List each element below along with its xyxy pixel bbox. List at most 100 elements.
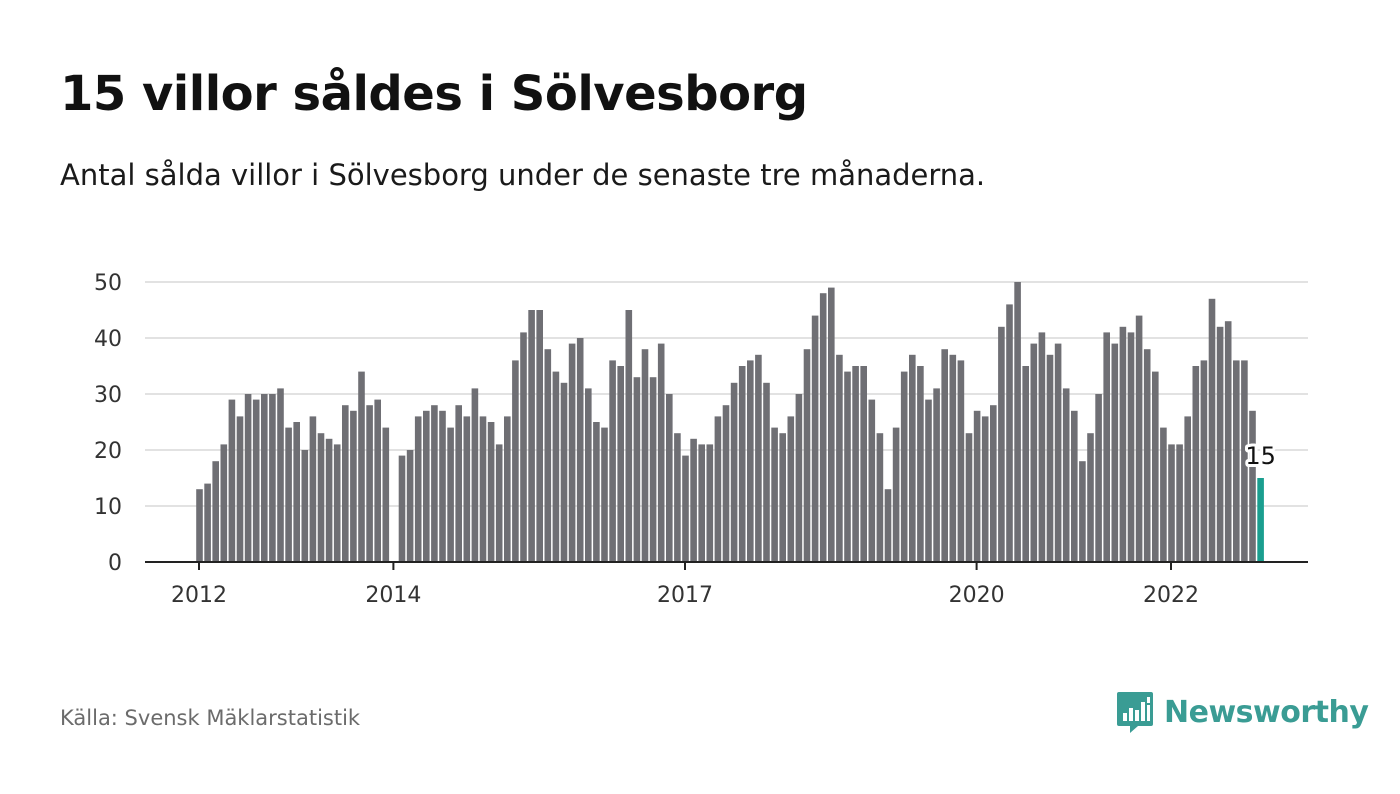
- y-tick-label: 20: [94, 439, 122, 464]
- bar: [682, 455, 689, 562]
- bar: [609, 360, 616, 562]
- bar: [779, 433, 786, 562]
- bar: [1119, 326, 1127, 562]
- bar: [333, 444, 341, 562]
- bar: [261, 394, 268, 562]
- bar: [309, 416, 317, 562]
- x-tick-label: 2022: [1143, 583, 1199, 608]
- bar: [439, 410, 446, 562]
- bar: [350, 410, 357, 562]
- bar: [293, 422, 300, 562]
- bar: [836, 354, 843, 562]
- bar: [641, 349, 649, 562]
- bar: [747, 360, 754, 562]
- bar: [1143, 349, 1151, 562]
- bar: [414, 416, 422, 562]
- bar: [1079, 461, 1086, 562]
- bar: [649, 377, 657, 562]
- bar: [366, 405, 373, 562]
- bar: [374, 399, 381, 562]
- bar: [1208, 298, 1216, 562]
- bar: [998, 326, 1005, 562]
- bar: [844, 371, 851, 562]
- bar: [504, 416, 511, 562]
- bar: [771, 427, 778, 562]
- bar: [1038, 332, 1046, 562]
- bar: [1192, 366, 1200, 562]
- bar: [252, 399, 260, 562]
- bar: [990, 405, 997, 562]
- bar: [884, 489, 892, 562]
- bar: [1103, 332, 1110, 562]
- bar: [625, 310, 633, 562]
- bar: [828, 287, 835, 562]
- bar: [593, 422, 600, 562]
- bar: [714, 416, 722, 562]
- bar: [941, 349, 948, 562]
- bar: [301, 450, 309, 562]
- bar: [1006, 304, 1013, 562]
- bar: [617, 366, 624, 562]
- bar: [317, 433, 325, 562]
- bar: [1054, 343, 1062, 562]
- bar: [512, 360, 519, 562]
- chart-title: 15 villor såldes i Sölvesborg: [60, 66, 808, 122]
- y-tick-label: 50: [94, 271, 122, 296]
- x-tick-label: 2014: [365, 583, 421, 608]
- y-tick-label: 10: [94, 495, 122, 520]
- bar: [471, 388, 479, 562]
- bar: [431, 405, 438, 562]
- bar: [1062, 388, 1070, 562]
- bar: [398, 455, 406, 562]
- brand-name: Newsworthy: [1164, 694, 1369, 730]
- bar: [933, 388, 940, 562]
- bar: [228, 399, 236, 562]
- bar: [957, 360, 965, 562]
- bar: [285, 427, 292, 562]
- bar-chart: 0 10 20 30 40 50 2012 2014 2017 2020 2022 15: [94, 271, 1308, 608]
- chart-subtitle: Antal sålda villor i Sölvesborg under de…: [60, 158, 986, 192]
- y-axis-ticks: 0 10 20 30 40 50: [94, 271, 122, 576]
- bar: [1241, 360, 1248, 562]
- bar: [1135, 315, 1143, 562]
- bar: [463, 416, 471, 562]
- newsworthy-logo-icon: [1117, 692, 1153, 733]
- bar: [1030, 343, 1038, 562]
- bar: [698, 444, 705, 562]
- bar: [1046, 354, 1054, 562]
- bar: [528, 310, 535, 562]
- bar: [585, 388, 592, 562]
- bar: [892, 427, 900, 562]
- bar: [803, 349, 811, 562]
- bar: [706, 444, 714, 562]
- bar: [277, 388, 284, 562]
- bar: [1071, 410, 1078, 562]
- bar: [690, 438, 697, 562]
- bar: [852, 366, 859, 562]
- bar: [917, 366, 924, 562]
- highlight-bar: [1257, 478, 1264, 562]
- bar: [674, 433, 681, 562]
- bar: [949, 354, 957, 562]
- bar: [981, 416, 989, 562]
- bar: [965, 433, 973, 562]
- y-tick-label: 30: [94, 383, 122, 408]
- bar: [236, 416, 244, 562]
- bar: [544, 349, 552, 562]
- newsworthy-brand: Newsworthy: [1116, 690, 1369, 734]
- bar: [755, 354, 762, 562]
- bar: [811, 315, 819, 562]
- x-axis-ticks: 2012 2014 2017 2020 2022: [171, 562, 1199, 608]
- bar: [1176, 444, 1183, 562]
- bar: [560, 382, 568, 562]
- bar: [244, 394, 252, 562]
- bar: [220, 444, 228, 562]
- bar: [900, 371, 908, 562]
- y-tick-label: 40: [94, 327, 122, 352]
- bar: [342, 405, 349, 562]
- bar: [763, 382, 770, 562]
- bar: [1249, 410, 1256, 562]
- bar: [1022, 366, 1029, 562]
- y-tick-label: 0: [108, 551, 122, 576]
- bar: [1224, 321, 1232, 562]
